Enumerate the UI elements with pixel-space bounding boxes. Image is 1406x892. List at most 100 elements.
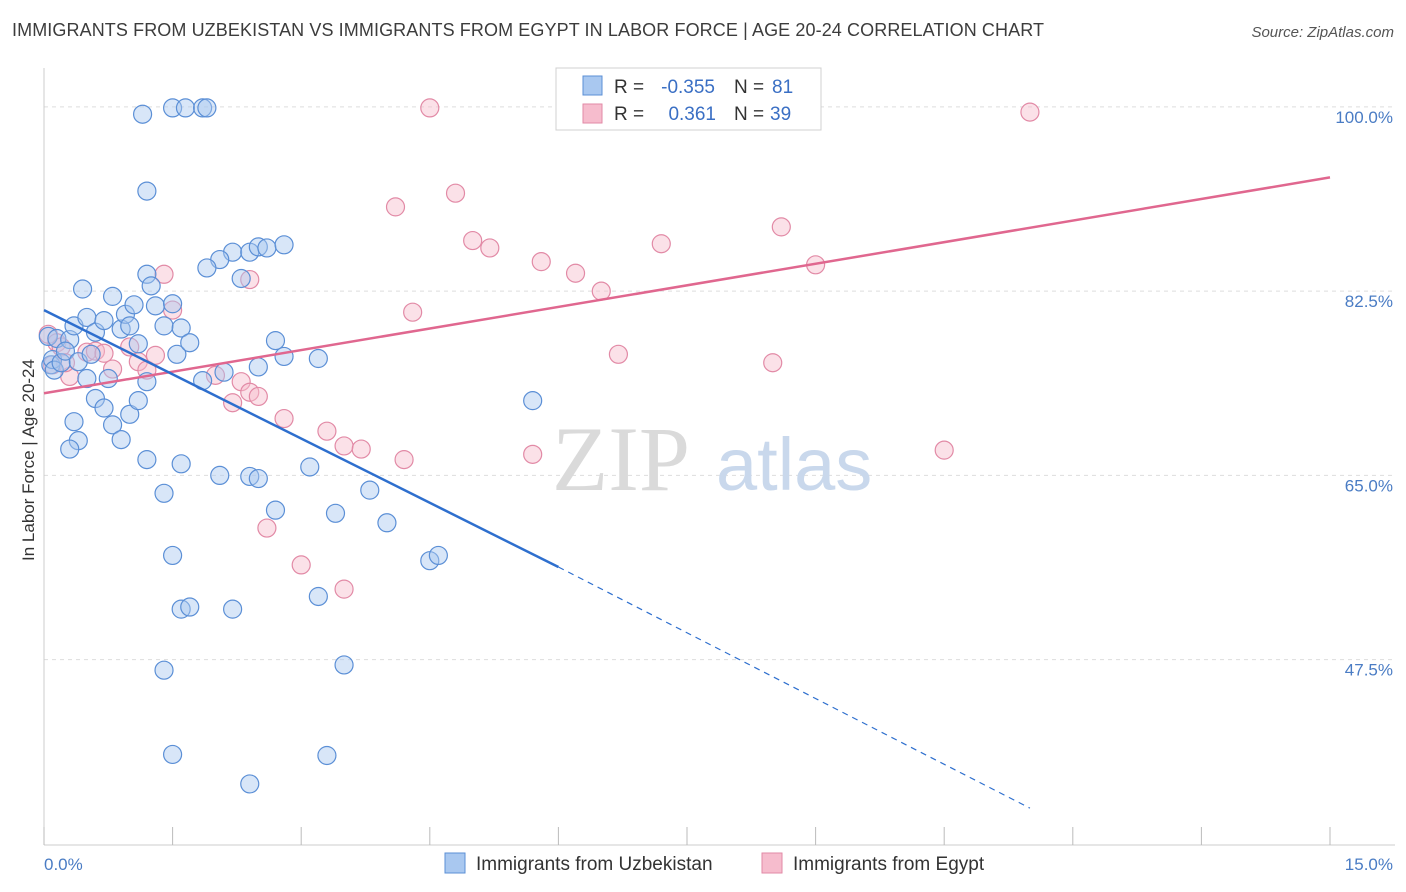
uzbekistan-point-84	[523, 391, 543, 411]
uzbekistan-point-62	[154, 483, 174, 503]
uzbekistan-point-49	[197, 258, 217, 278]
egypt-point-41	[420, 98, 440, 118]
uzbekistan-point-21	[128, 334, 148, 354]
egypt-point-34	[608, 344, 629, 364]
uzbekistan-point-50	[231, 268, 251, 289]
uzbekistan-point-39	[64, 412, 84, 432]
uzbekistan-point-63	[171, 454, 191, 474]
uzbekistan-point-23	[141, 276, 161, 296]
uzbekistan-point-79	[154, 660, 174, 680]
egypt-point-21	[248, 386, 268, 407]
uzbekistan-point-24	[145, 296, 166, 316]
egypt-point-32	[565, 263, 586, 283]
legend-n-value-egypt: 39	[770, 104, 791, 125]
uzbekistan-point-71	[377, 513, 397, 533]
egypt-point-29	[463, 230, 483, 251]
egypt-point-40	[1020, 102, 1040, 122]
egypt-point-37	[771, 217, 791, 237]
egypt-point-39	[934, 440, 954, 460]
bottom-legend-label-egypt: Immigrants from Egypt	[793, 854, 985, 875]
axes	[43, 68, 1395, 846]
egypt-point-23	[317, 421, 337, 441]
egypt-point-13	[154, 264, 174, 284]
xtick-label-0: 0.0%	[44, 855, 83, 874]
egypt-point-31	[531, 252, 551, 272]
uzbekistan-point-45	[193, 98, 213, 118]
legend-r-value-egypt: 0.361	[668, 104, 716, 125]
legend: R = -0.355 N = 81 R = 0.361 N = 39	[555, 67, 822, 131]
bottom-legend-label-uzbekistan: Immigrants from Uzbekistan	[476, 854, 713, 875]
uzbekistan-point-42	[132, 104, 153, 124]
ytick-label-1: 65.0%	[1345, 476, 1393, 495]
watermark: ZIP atlas	[552, 408, 872, 510]
uzbekistan-point-3	[44, 360, 64, 380]
uzbekistan-point-70	[360, 480, 380, 500]
uzbekistan-point-7	[55, 341, 76, 361]
uzbekistan-point-20	[124, 295, 144, 315]
uzbekistan-point-55	[265, 331, 286, 351]
uzbekistan-point-33	[102, 415, 123, 435]
bottom-legend-swatch-uzbekistan	[444, 852, 466, 874]
egypt-point-26	[385, 197, 406, 217]
uzbekistan-point-54	[274, 235, 294, 255]
egypt-trendline	[43, 176, 1331, 395]
uzbekistan-point-25	[154, 316, 174, 336]
uzbekistan-point-66	[248, 468, 268, 489]
ytick-label-0: 47.5%	[1345, 661, 1393, 680]
uzbekistan-point-57	[274, 346, 294, 367]
uzbekistan-point-15	[98, 368, 118, 389]
uzbekistan-point-22	[137, 264, 157, 284]
series-uzbekistan-points	[38, 98, 543, 794]
egypt-point-44	[291, 555, 311, 575]
uzbekistan-point-32	[94, 398, 114, 418]
egypt-point-46	[394, 450, 414, 470]
egypt-point-47	[523, 444, 543, 464]
uzbekistan-point-16	[102, 286, 123, 306]
watermark-atlas: atlas	[716, 423, 872, 506]
uzbekistan-trendline	[43, 308, 559, 569]
uzbekistan-point-36	[128, 391, 148, 411]
uzbekistan-point-46	[197, 98, 217, 118]
bottom-legend: Immigrants from Uzbekistan Immigrants fr…	[444, 852, 985, 875]
uzbekistan-point-67	[265, 500, 286, 520]
xtick-labels: 0.0% 15.0%	[44, 855, 1393, 874]
uzbekistan-point-28	[167, 344, 187, 364]
trendlines	[43, 176, 1331, 809]
series-egypt-points	[38, 98, 1040, 599]
uzbekistan-point-80	[308, 586, 328, 607]
egypt-point-24	[334, 436, 354, 456]
uzbekistan-point-44	[175, 98, 196, 118]
uzbekistan-point-81	[163, 744, 183, 765]
uzbekistan-point-12	[81, 344, 101, 364]
y-axis-label: In Labor Force | Age 20-24	[19, 359, 38, 561]
uzbekistan-point-74	[163, 545, 183, 566]
egypt-point-35	[651, 234, 671, 254]
ytick-label-3: 100.0%	[1335, 108, 1393, 127]
uzbekistan-point-26	[163, 294, 183, 314]
egypt-point-27	[403, 302, 423, 322]
uzbekistan-point-5	[51, 353, 71, 373]
uzbekistan-point-41	[137, 181, 157, 201]
uzbekistan-point-82	[317, 745, 337, 766]
uzbekistan-point-40	[60, 439, 80, 459]
uzbekistan-point-69	[325, 503, 346, 523]
legend-swatch-egypt	[582, 103, 603, 124]
legend-swatch-uzbekistan	[582, 75, 603, 96]
uzbekistan-point-10	[72, 279, 93, 299]
uzbekistan-point-60	[308, 348, 328, 369]
uzbekistan-trendline-extension	[558, 566, 1031, 809]
legend-r-value-uzbekistan: -0.355	[661, 77, 715, 98]
egypt-point-19	[223, 393, 243, 413]
chart-title: IMMIGRANTS FROM UZBEKISTAN VS IMMIGRANTS…	[12, 20, 1045, 40]
uzbekistan-point-64	[210, 465, 230, 486]
egypt-point-45	[334, 579, 354, 599]
uzbekistan-point-19	[120, 316, 140, 336]
uzbekistan-point-29	[180, 333, 200, 353]
legend-n-label-uzbekistan: N =	[734, 77, 764, 98]
uzbekistan-point-61	[137, 450, 157, 470]
legend-n-value-uzbekistan: 81	[772, 77, 793, 98]
ytick-label-2: 82.5%	[1345, 292, 1393, 311]
uzbekistan-point-78	[334, 655, 354, 675]
legend-r-label-egypt: R =	[614, 104, 644, 125]
